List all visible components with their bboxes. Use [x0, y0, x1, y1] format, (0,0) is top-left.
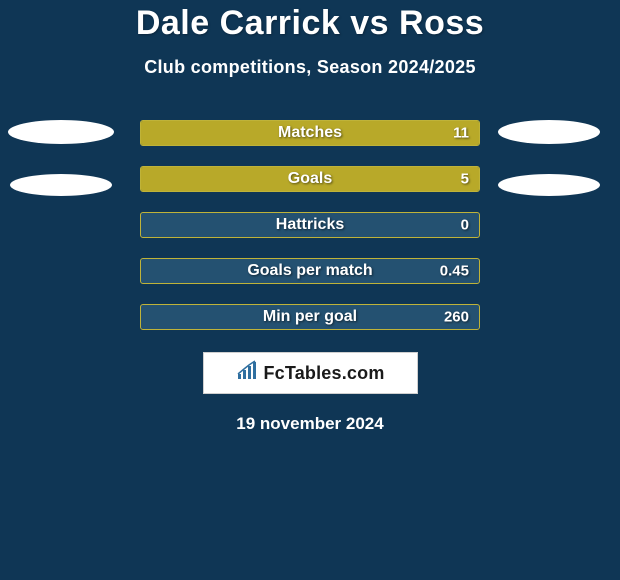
comparison-infographic: Dale Carrick vs Ross Club competitions, … [0, 0, 620, 580]
date-line: 19 november 2024 [0, 414, 620, 434]
left-ellipses [8, 120, 114, 196]
stat-bar: Hattricks 0 [140, 212, 480, 238]
decor-ellipse [8, 120, 114, 144]
stat-bar: Goals per match 0.45 [140, 258, 480, 284]
page-subtitle: Club competitions, Season 2024/2025 [0, 57, 620, 78]
page-title: Dale Carrick vs Ross [0, 0, 620, 43]
stat-bar-value: 11 [453, 125, 469, 142]
brand-chart-icon [235, 360, 261, 387]
stat-bar: Goals 5 [140, 166, 480, 192]
stat-bar-value: 0.45 [440, 263, 469, 280]
decor-ellipse [498, 120, 600, 144]
stat-bar-label: Hattricks [276, 216, 344, 234]
stat-bars: Matches 11 Goals 5 Hattricks 0 Goals per match… [140, 120, 480, 330]
stat-bar-label: Matches [278, 124, 342, 142]
decor-ellipse [498, 174, 600, 196]
stat-bar-label: Min per goal [263, 308, 357, 326]
stat-bar-value: 260 [444, 309, 469, 326]
decor-ellipse [10, 174, 112, 196]
content-area: Matches 11 Goals 5 Hattricks 0 Goals per match… [0, 120, 620, 330]
stat-bar-label: Goals [288, 170, 332, 188]
stat-bar-value: 5 [461, 171, 469, 188]
brand-text: FcTables.com [263, 363, 384, 384]
stat-bar-value: 0 [461, 217, 469, 234]
brand-box: FcTables.com [203, 352, 418, 394]
stat-bar: Min per goal 260 [140, 304, 480, 330]
right-ellipses [498, 120, 600, 196]
stat-bar-label: Goals per match [247, 262, 372, 280]
stat-bar: Matches 11 [140, 120, 480, 146]
